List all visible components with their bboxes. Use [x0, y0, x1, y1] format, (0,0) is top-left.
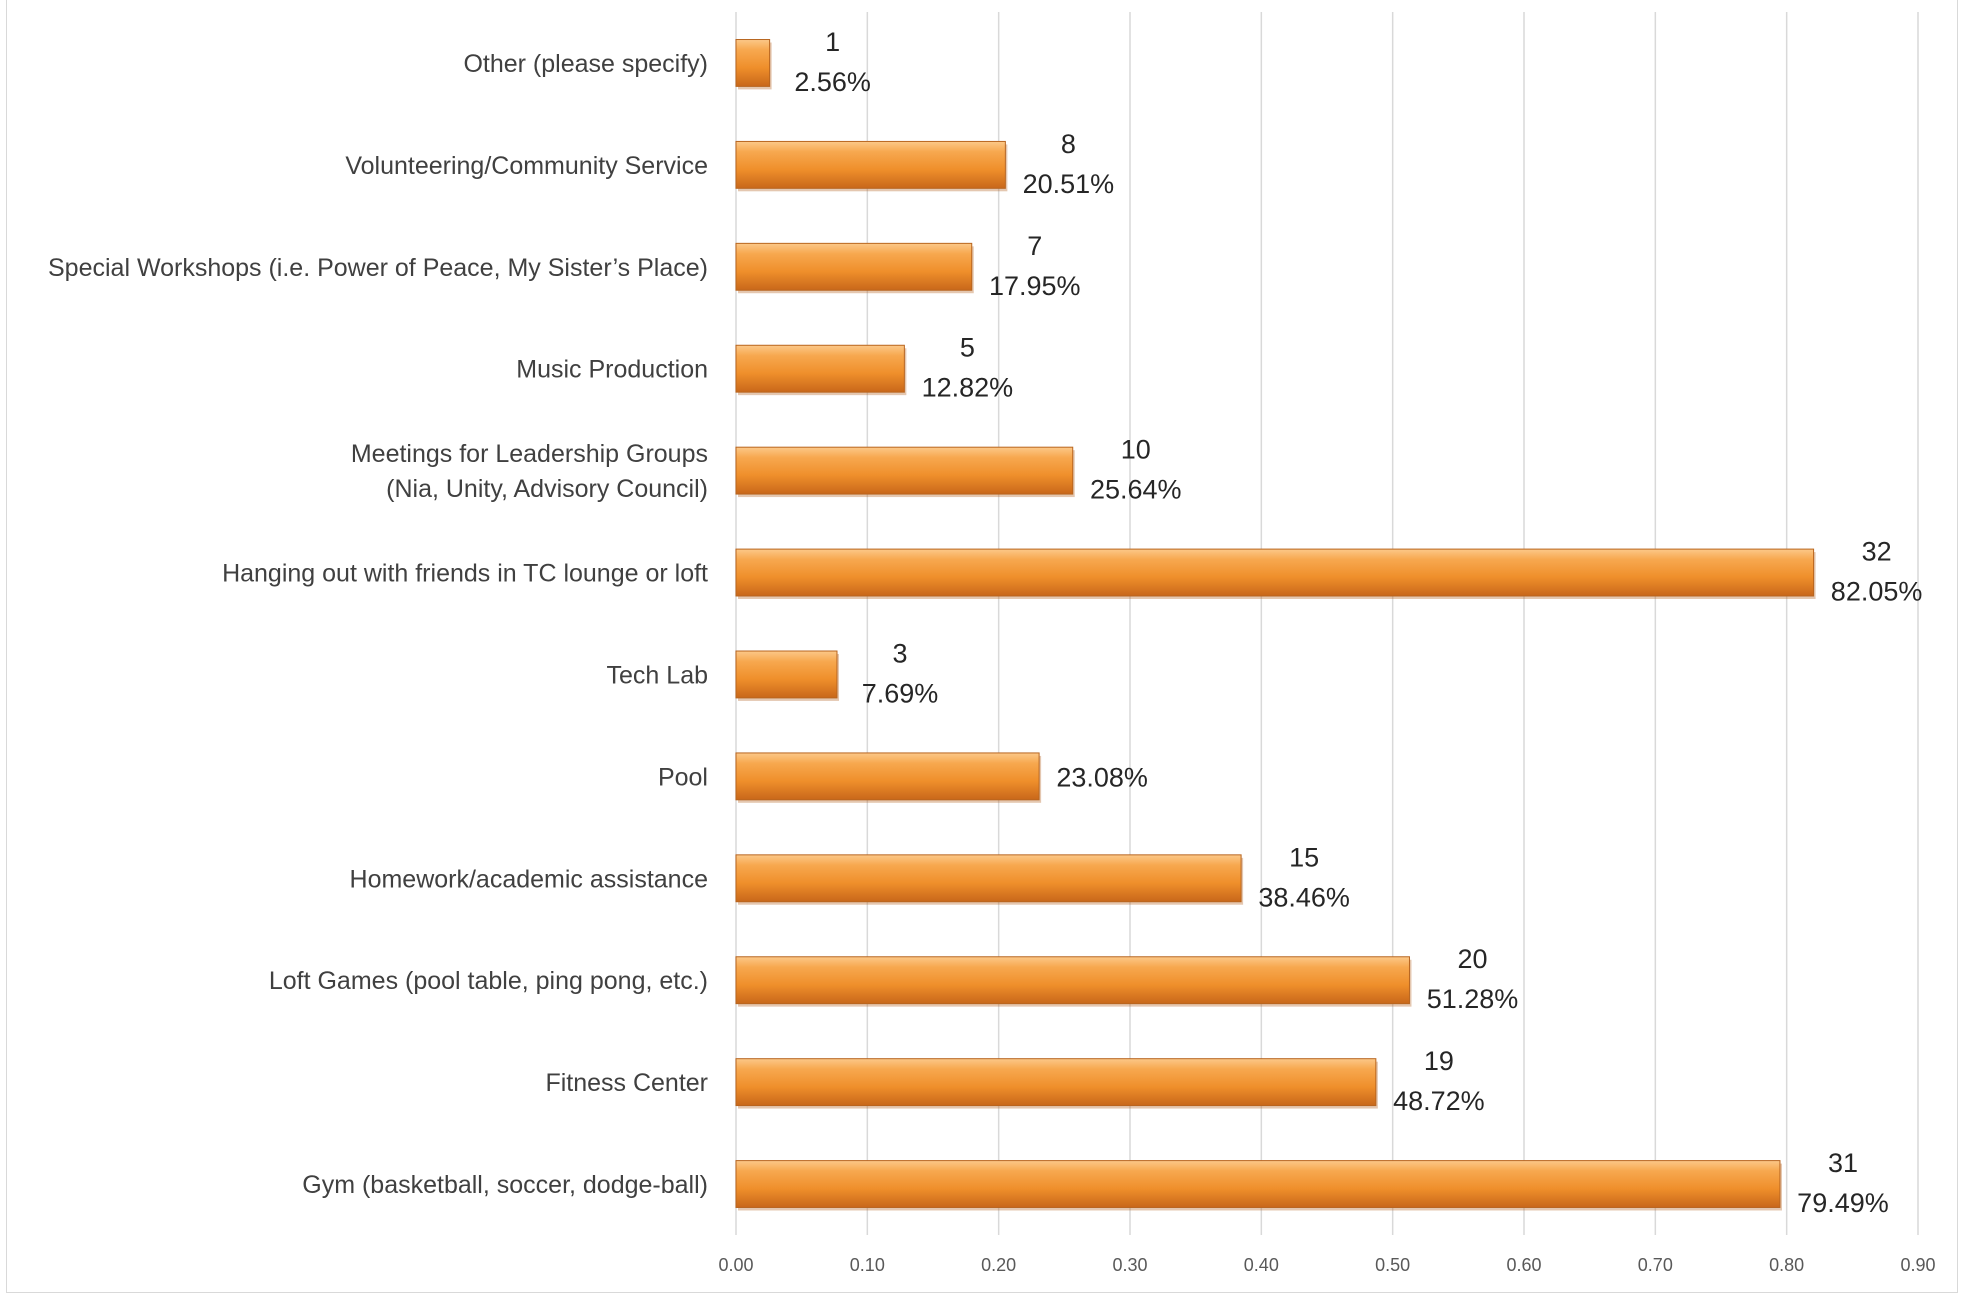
bar	[735, 344, 905, 393]
count-label: 19	[1424, 1046, 1454, 1076]
category-label: Other (please specify)	[463, 50, 708, 78]
category-label: Fitness Center	[545, 1069, 708, 1097]
x-tick-label: 0.80	[1769, 1255, 1804, 1275]
bar	[735, 1058, 1377, 1107]
category-label: Homework/academic assistance	[350, 865, 708, 893]
chart-frame	[6, 0, 1958, 1293]
category-label: Meetings for Leadership Groups	[351, 440, 708, 468]
category-label: Tech Lab	[607, 661, 708, 689]
x-tick-label: 0.50	[1375, 1255, 1410, 1275]
count-label: 3	[892, 638, 907, 668]
x-tick-label: 0.10	[850, 1255, 885, 1275]
bar	[735, 446, 1074, 495]
count-label: 31	[1828, 1148, 1858, 1178]
percent-label: 82.05%	[1831, 577, 1923, 607]
bars	[735, 39, 1816, 1211]
category-label: Hanging out with friends in TC lounge or…	[222, 560, 708, 588]
bar	[735, 1160, 1781, 1208]
x-tick-label: 0.70	[1638, 1255, 1673, 1275]
x-tick-label: 0.20	[981, 1255, 1016, 1275]
x-tick-label: 0.00	[718, 1255, 753, 1275]
bar	[735, 650, 838, 699]
percent-label: 12.82%	[922, 373, 1014, 403]
bar	[735, 854, 1242, 903]
count-label: 1	[825, 27, 840, 57]
category-label: Pool	[658, 763, 708, 791]
count-label: 32	[1862, 537, 1892, 567]
data-labels: 1 2.56% 8 20.51% 7 17.95% 5 12.82% 10 25.64% 32 82.…	[794, 27, 1922, 1218]
x-axis-ticks: 0.00 0.10 0.20 0.30 0.40 0.50 0.60 0.70 0.80 0.90	[718, 1255, 1935, 1275]
category-label: Music Production	[516, 356, 708, 384]
percent-label: 38.46%	[1258, 882, 1350, 912]
bar	[735, 548, 1815, 597]
bar	[735, 956, 1410, 1005]
category-labels: Other (please specify) Volunteering/Commu…	[48, 50, 708, 1199]
percent-label: 25.64%	[1090, 475, 1182, 505]
category-label: Volunteering/Community Service	[345, 152, 708, 180]
x-tick-label: 0.90	[1900, 1255, 1935, 1275]
count-label: 20	[1457, 944, 1487, 974]
category-label: Special Workshops (i.e. Power of Peace, …	[48, 254, 708, 282]
bar	[735, 752, 1040, 801]
percent-label: 2.56%	[794, 67, 871, 97]
percent-label: 7.69%	[862, 678, 939, 708]
gridlines	[735, 12, 1919, 1235]
count-label: 8	[1061, 129, 1076, 159]
bar	[735, 39, 771, 87]
category-label: Loft Games (pool table, ping pong, etc.)	[269, 967, 708, 995]
count-label: 7	[1027, 231, 1042, 261]
count-label: 5	[960, 333, 975, 363]
percent-label: 51.28%	[1427, 984, 1519, 1014]
percent-label: 48.72%	[1393, 1086, 1485, 1116]
percent-label: 23.08%	[1056, 762, 1148, 792]
bar	[735, 140, 1006, 189]
bar	[735, 242, 973, 291]
x-tick-label: 0.60	[1506, 1255, 1541, 1275]
percent-label: 79.49%	[1797, 1188, 1889, 1218]
percent-label: 17.95%	[989, 271, 1081, 301]
count-label: 15	[1289, 842, 1319, 872]
x-tick-label: 0.30	[1112, 1255, 1147, 1275]
category-label: Gym (basketball, soccer, dodge-ball)	[302, 1171, 708, 1199]
percent-label: 20.51%	[1023, 169, 1115, 199]
category-label: (Nia, Unity, Advisory Council)	[386, 475, 708, 503]
count-label: 10	[1121, 435, 1151, 465]
x-tick-label: 0.40	[1244, 1255, 1279, 1275]
